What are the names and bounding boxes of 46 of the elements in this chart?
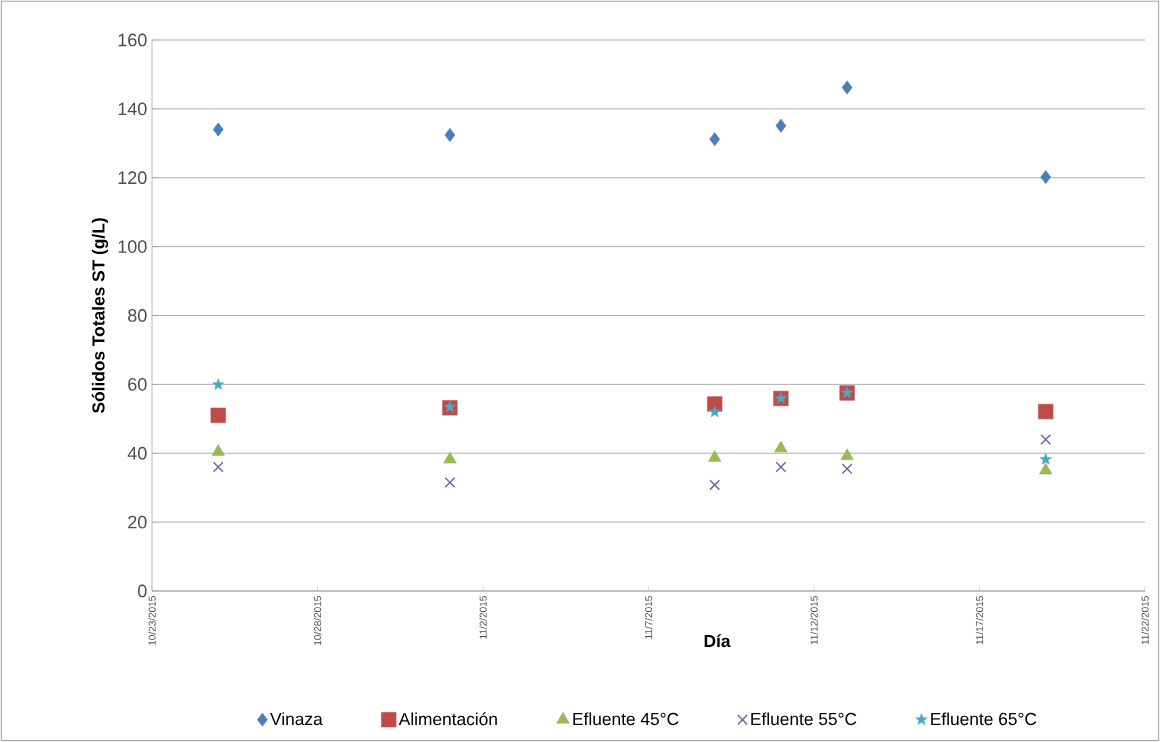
point <box>775 118 787 133</box>
x-tick-label: 11/12/2015 <box>810 596 818 645</box>
point <box>1038 403 1054 420</box>
y-tick-label: 60 <box>128 377 147 391</box>
point <box>1040 170 1051 184</box>
x-tick-label: 11/2/2015 <box>479 596 487 639</box>
legend-label: Efluente 65°C <box>931 712 1037 726</box>
point <box>709 132 720 147</box>
point <box>1040 434 1052 445</box>
point <box>212 122 224 137</box>
x-tick-label: 10/28/2015 <box>313 596 322 645</box>
x-axis-title: Día <box>704 634 731 648</box>
y-tick-label: 0 <box>138 584 147 598</box>
legend-label: Efluente 55°C <box>751 712 857 726</box>
y-tick-label: 40 <box>127 446 147 460</box>
legend-label: Vinaza <box>270 712 323 726</box>
point <box>840 448 854 460</box>
y-tick-label: 120 <box>118 171 147 185</box>
x-tick-label: 11/7/2015 <box>644 596 653 639</box>
point <box>775 461 787 473</box>
point <box>443 451 457 464</box>
legend-label: Alimentación <box>398 712 497 726</box>
point <box>708 405 721 418</box>
point <box>1039 462 1053 475</box>
x-tick-label: 10/23/2015 <box>148 596 156 645</box>
y-axis-title: Sólidos Totales ST (g/L) <box>91 218 109 414</box>
point <box>212 461 224 473</box>
point <box>841 463 853 475</box>
point <box>774 440 788 453</box>
x-tick-label: 11/22/2015 <box>1141 596 1149 645</box>
y-tick-label: 80 <box>128 309 147 322</box>
point <box>709 479 721 491</box>
point <box>708 450 722 462</box>
y-tick-label: 160 <box>118 33 147 47</box>
y-tick-label: 20 <box>128 515 147 529</box>
point <box>444 128 456 142</box>
legend-label: Efluente 45°C <box>573 712 679 726</box>
point <box>1039 453 1052 465</box>
y-tick-label: 100 <box>118 240 147 253</box>
y-tick-label: 140 <box>118 102 147 116</box>
point <box>841 80 853 95</box>
point <box>210 407 226 423</box>
x-tick-label: 11/17/2015 <box>975 596 984 645</box>
point <box>444 477 456 488</box>
point <box>211 444 225 456</box>
point <box>212 378 225 390</box>
